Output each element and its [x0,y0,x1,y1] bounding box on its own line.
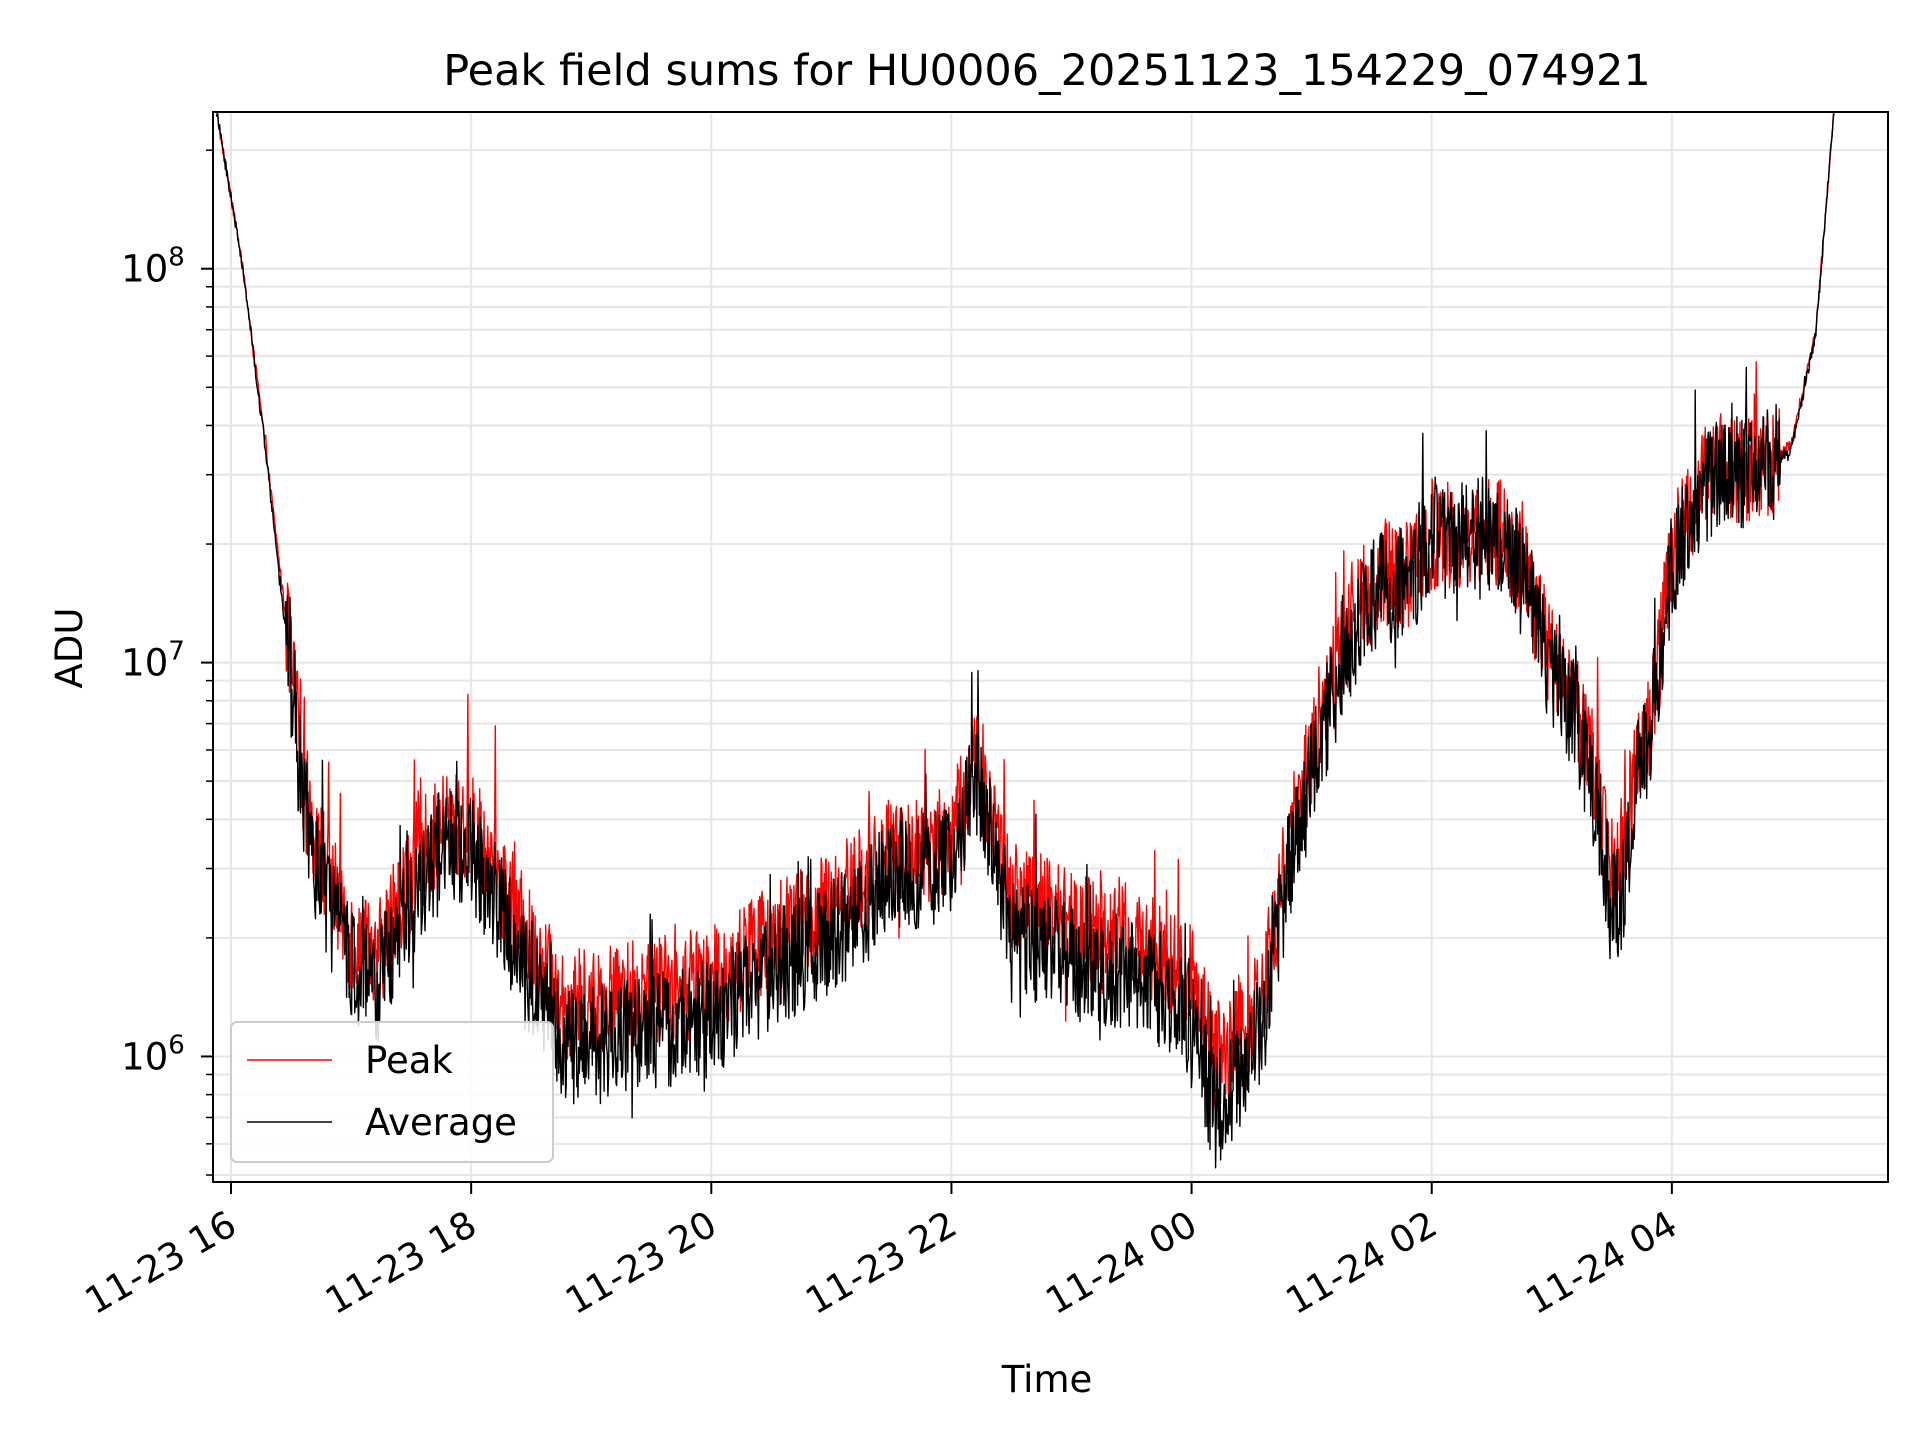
y-tick-exponent: 7 [168,637,185,667]
y-tick-base: 10 [121,642,168,685]
y-tick-exponent: 8 [168,243,185,273]
y-axis-label: ADU [48,608,91,689]
y-tick-exponent: 6 [168,1030,185,1060]
legend-box [230,1021,554,1163]
legend-peak-label: Peak [365,1039,453,1082]
series-layer [215,112,1835,1169]
y-tick-base: 10 [121,248,168,291]
grid [213,112,1888,1182]
x-axis-label: Time [1001,1358,1093,1401]
y-tick-label: 106 [121,1030,185,1078]
legend-average-label: Average [365,1101,517,1144]
y-tick-base: 10 [121,1035,168,1078]
plot-area [213,112,1888,1182]
series-line-average [215,112,1835,1169]
y-tick-label: 108 [121,243,185,291]
legend: Peak Average [230,1021,554,1163]
y-tick-label: 107 [121,637,185,685]
chart-title: Peak field sums for HU0006_20251123_1542… [443,46,1651,96]
plot-frame [212,111,1889,1183]
